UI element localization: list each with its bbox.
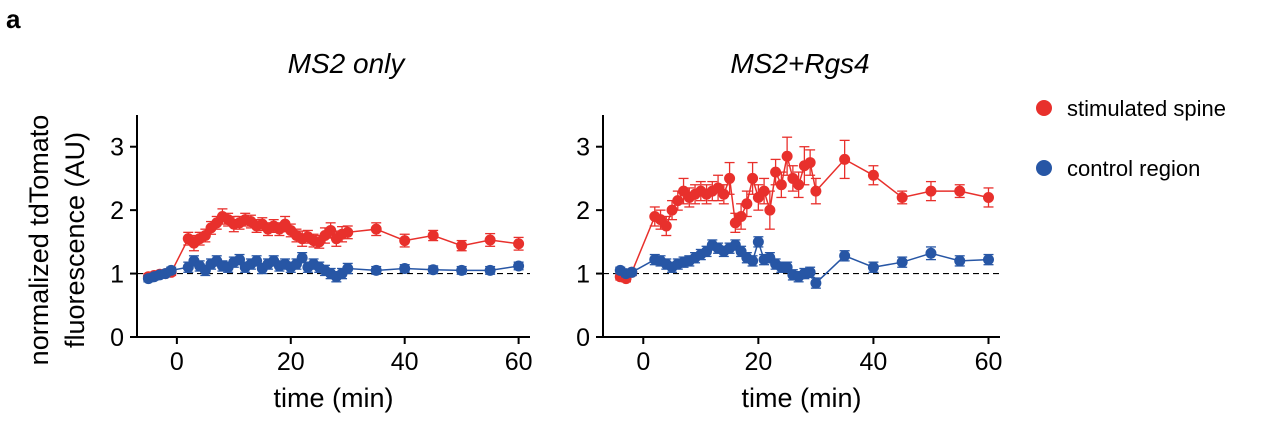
x-tick-label: 0 [170, 348, 184, 376]
data-point [718, 188, 730, 200]
data-point [666, 204, 678, 216]
data-point [839, 153, 851, 165]
y-tick-label: 3 [576, 134, 590, 162]
x-tick-label: 60 [975, 348, 1003, 376]
y-tick-label: 1 [110, 261, 124, 289]
data-point [484, 234, 496, 246]
data-point [804, 266, 816, 278]
panel-letter: a [6, 4, 21, 34]
data-point [775, 179, 787, 191]
series-control-region [614, 236, 994, 289]
data-point [513, 260, 525, 272]
data-point [810, 277, 822, 289]
data-point [839, 250, 851, 262]
data-point [954, 185, 966, 197]
y-tick-label: 0 [576, 324, 590, 352]
data-point [758, 185, 770, 197]
data-point [982, 191, 994, 203]
x-tick-label: 60 [505, 348, 533, 376]
legend-label-stimulated: stimulated spine [1067, 96, 1226, 121]
x-tick-label: 0 [636, 348, 650, 376]
data-point [764, 204, 776, 216]
x-axis-label: time (min) [742, 383, 862, 413]
y-axis-label-line-1: normalized tdTomato [24, 115, 54, 366]
data-point [427, 230, 439, 242]
data-point [456, 240, 468, 252]
x-tick-label: 40 [391, 348, 419, 376]
data-point [370, 223, 382, 235]
data-point [810, 185, 822, 197]
y-axis-label-line-2: fluorescence (AU) [60, 132, 90, 348]
y-tick-label: 3 [110, 134, 124, 162]
data-point [896, 256, 908, 268]
chart-title: MS2+Rgs4 [730, 48, 869, 79]
data-point [741, 198, 753, 210]
data-point [925, 185, 937, 197]
x-axis-label: time (min) [274, 383, 394, 413]
data-point [165, 264, 177, 276]
data-point [896, 191, 908, 203]
data-point [342, 226, 354, 238]
data-point [982, 254, 994, 266]
data-point [427, 264, 439, 276]
legend-marker-control [1036, 160, 1052, 176]
data-point [925, 247, 937, 259]
data-point [867, 261, 879, 273]
data-point [752, 236, 764, 248]
data-point [781, 150, 793, 162]
x-tick-label: 20 [744, 348, 772, 376]
data-point [660, 220, 672, 232]
chart-panel-ms2-rgs4: MS2+Rgs4 0 1 2 3 0 20 40 60 time (min) [576, 48, 1002, 413]
data-point [399, 262, 411, 274]
data-point [325, 224, 337, 236]
data-point [342, 262, 354, 274]
data-point [804, 157, 816, 169]
data-point [867, 169, 879, 181]
chart-title: MS2 only [288, 48, 407, 79]
data-point [484, 264, 496, 276]
y-tick-label: 0 [110, 324, 124, 352]
data-point [399, 235, 411, 247]
data-point [370, 264, 382, 276]
data-point [672, 195, 684, 207]
data-point [296, 252, 308, 264]
data-point [747, 255, 759, 267]
y-tick-label: 1 [576, 261, 590, 289]
legend-label-control: control region [1067, 156, 1200, 181]
legend-marker-stimulated [1036, 100, 1052, 116]
x-tick-label: 20 [277, 348, 305, 376]
legend: stimulated spine control region [1036, 96, 1226, 181]
series-control-region [142, 251, 525, 285]
data-point [793, 179, 805, 191]
data-point [770, 166, 782, 178]
data-point [456, 264, 468, 276]
y-tick-label: 2 [576, 197, 590, 225]
data-point [747, 172, 759, 184]
data-point [626, 266, 638, 278]
x-tick-label: 40 [860, 348, 888, 376]
data-point [954, 255, 966, 267]
data-point [724, 172, 736, 184]
chart-panel-ms2-only: MS2 only 0 1 2 3 0 20 40 60 time (min) [110, 48, 532, 413]
y-tick-label: 2 [110, 197, 124, 225]
data-point [199, 230, 211, 242]
data-point [513, 238, 525, 250]
data-point [735, 210, 747, 222]
